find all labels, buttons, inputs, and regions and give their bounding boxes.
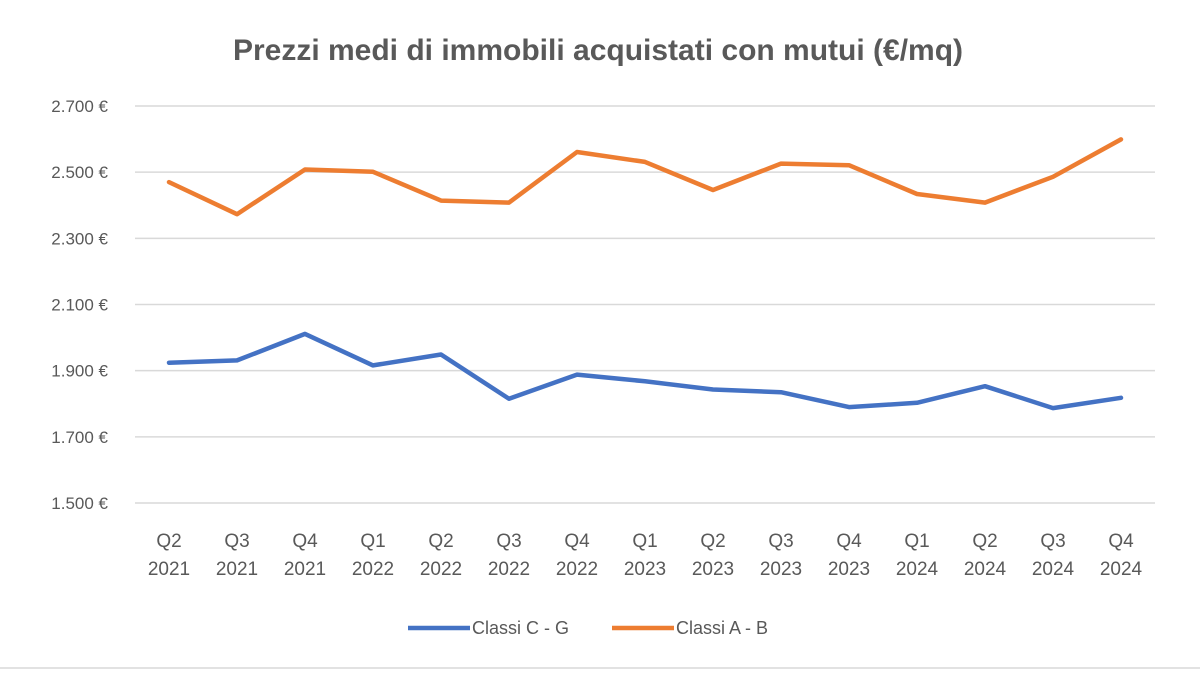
y-tick-label: 2.100 € <box>51 296 108 315</box>
x-tick-label: Q4 2024 <box>1100 531 1143 580</box>
x-tick-label: Q3 2023 <box>760 531 802 580</box>
x-tick-label: Q3 2021 <box>216 531 258 580</box>
x-tick-label: Q4 2023 <box>828 531 870 580</box>
x-tick-label: Q2 2021 <box>148 531 190 580</box>
x-tick-label: Q2 2022 <box>420 531 462 580</box>
series-line-0 <box>166 331 1124 411</box>
y-tick-label: 1.700 € <box>51 428 108 447</box>
y-tick-label: 2.500 € <box>51 163 108 182</box>
y-tick-label: 2.700 € <box>51 97 108 116</box>
y-tick-label: 2.300 € <box>51 229 108 248</box>
x-tick-label: Q3 2022 <box>488 531 530 580</box>
y-tick-label: 1.900 € <box>51 362 108 381</box>
x-tick-label: Q1 2022 <box>352 531 394 580</box>
chart-title: Prezzi medi di immobili acquistati con m… <box>233 34 963 67</box>
x-tick-label: Q2 2023 <box>692 531 734 580</box>
y-tick-label: 1.500 € <box>51 494 108 513</box>
x-tick-label: Q2 2024 <box>964 531 1007 580</box>
series-line-1 <box>166 137 1124 217</box>
legend-label: Classi C - G <box>472 618 569 638</box>
x-tick-label: Q4 2022 <box>556 531 598 580</box>
x-tick-label: Q1 2024 <box>896 531 939 580</box>
x-tick-label: Q4 2021 <box>284 531 326 580</box>
x-tick-label: Q3 2024 <box>1032 531 1075 580</box>
legend-label: Classi A - B <box>676 618 768 638</box>
x-tick-label: Q1 2023 <box>624 531 666 580</box>
